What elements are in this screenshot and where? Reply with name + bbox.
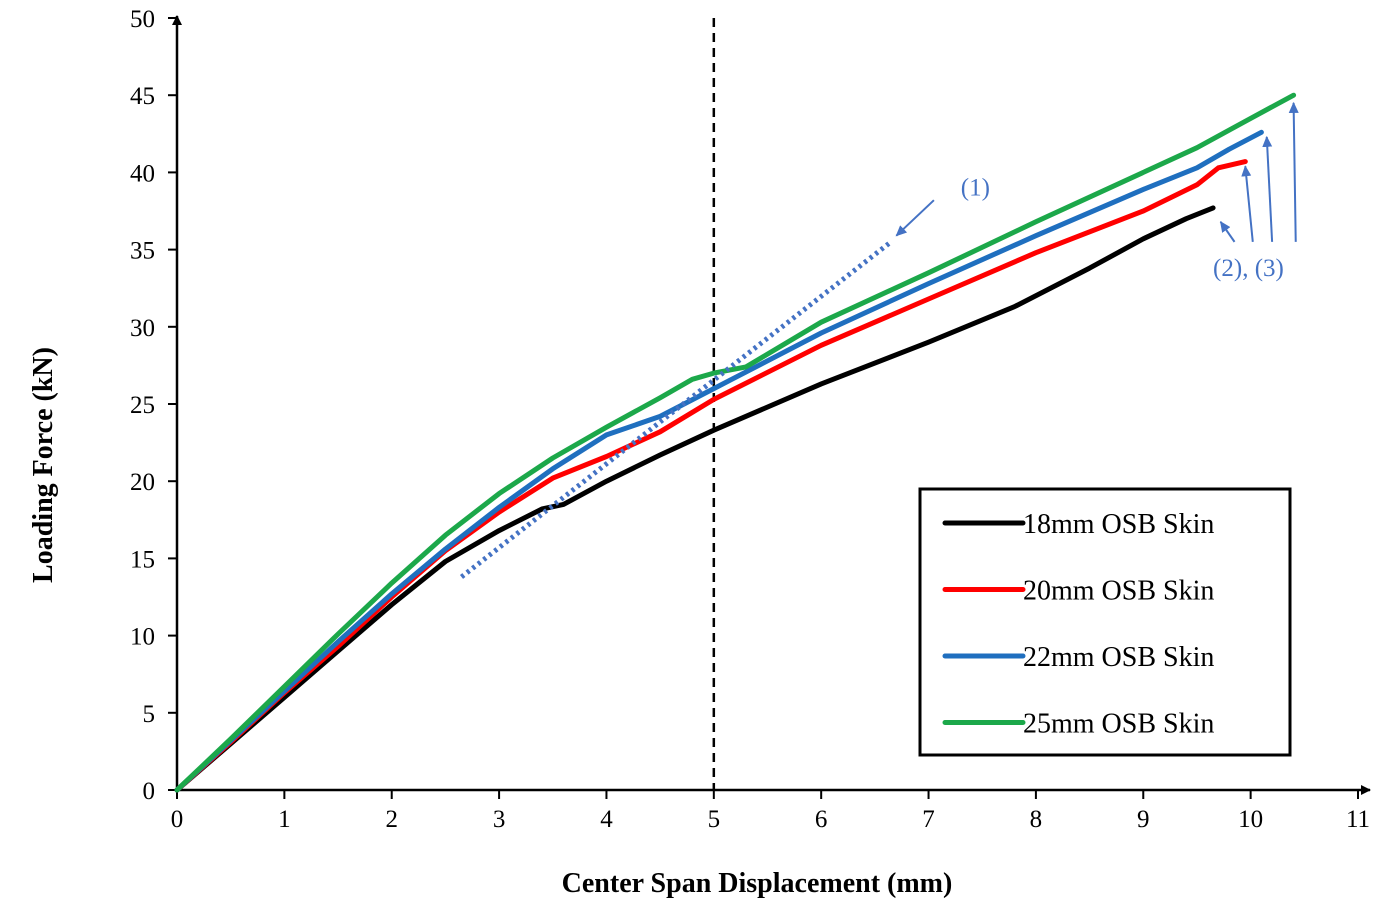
y-tick-label: 40	[130, 160, 155, 187]
x-tick-label: 1	[278, 806, 291, 833]
y-tick-label: 35	[130, 238, 155, 265]
y-tick-label: 10	[130, 624, 155, 651]
y-tick-label: 0	[143, 778, 156, 805]
y-tick-label: 20	[130, 469, 155, 496]
annotation-arrow	[1262, 135, 1274, 242]
annotation-arrow	[1288, 101, 1299, 242]
annotation-label: (2), (3)	[1213, 255, 1284, 282]
y-tick-label: 50	[130, 6, 155, 33]
legend-label: 22mm OSB Skin	[1023, 642, 1214, 673]
annotation-dotted-line	[459, 239, 893, 579]
annotation-layer: (1) (2), (3)	[459, 101, 1299, 579]
x-tick-label: 10	[1238, 806, 1263, 833]
legend-label: 25mm OSB Skin	[1023, 709, 1214, 740]
annotation-arrow	[1219, 220, 1236, 243]
annotation-arrow	[1241, 165, 1254, 242]
x-tick-label: 7	[922, 806, 935, 833]
y-tick-label: 30	[130, 315, 155, 342]
x-tick-label: 11	[1346, 806, 1370, 833]
series-line	[174, 205, 1216, 793]
x-tick-label: 2	[385, 806, 398, 833]
legend-label: 18mm OSB Skin	[1023, 509, 1214, 540]
x-tick-label: 6	[815, 806, 828, 833]
x-tick-label: 3	[493, 806, 506, 833]
legend-box	[918, 487, 1292, 757]
y-tick-label: 5	[143, 701, 156, 728]
x-axis-title: Center Span Displacement (mm)	[562, 868, 953, 899]
x-tick-label: 4	[600, 806, 613, 833]
series-line	[174, 129, 1264, 793]
y-tick-label: 25	[130, 392, 155, 419]
y-tick-label: 45	[130, 83, 155, 110]
x-tick-label: 0	[171, 806, 184, 833]
axis-titles: Center Span Displacement (mm) Loading Fo…	[28, 347, 952, 899]
annotation-arrow	[895, 199, 935, 237]
x-tick-label: 8	[1030, 806, 1043, 833]
y-tick-label: 15	[130, 546, 155, 573]
legend: 18mm OSB Skin 20mm OSB Skin 22mm OSB Skin 2…	[918, 487, 1292, 757]
x-tick-label: 9	[1137, 806, 1150, 833]
y-axis-title: Loading Force (kN)	[28, 347, 59, 583]
legend-label: 20mm OSB Skin	[1023, 576, 1214, 607]
x-tick-label: 5	[708, 806, 721, 833]
series-line	[174, 92, 1297, 793]
annotation-label: (1)	[961, 175, 990, 202]
